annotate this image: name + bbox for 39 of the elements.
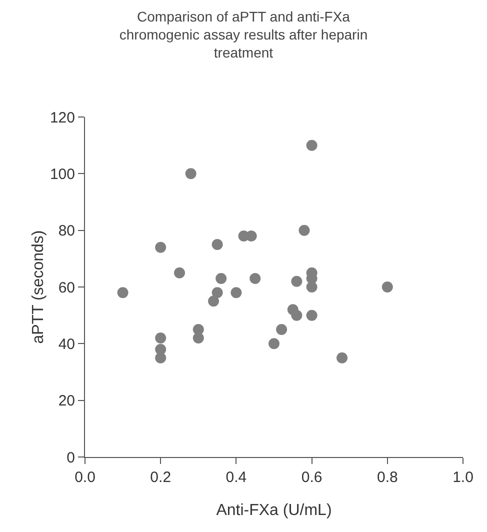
point [306,282,318,292]
point [185,168,196,180]
x-axis-title: Anti-FXa (U/mL) [216,502,332,519]
y-tick-label: 20 [58,392,75,410]
point [216,273,227,284]
x-tick-label: 0.8 [376,469,398,486]
chart-title: Comparison of aPTT and anti-FXa chromogenic assay results after heparin treatment [119,8,368,61]
point [208,296,220,307]
point [298,224,310,236]
point [306,140,318,151]
point [291,276,302,287]
y-tick-label: 120 [50,109,75,126]
y-tick-label: 100 [50,166,75,183]
x-tick-label: 0.0 [74,469,96,486]
x-tick-label: 0.4 [226,469,247,486]
y-tick-label: 40 [58,336,75,353]
point [155,242,166,253]
point [192,332,204,344]
point [276,324,288,335]
x-tick-label: 1.0 [452,469,474,486]
y-axis-title: aPTT (seconds) [30,230,47,344]
y-tick-label: 0 [66,449,75,466]
point [250,273,261,284]
point [212,287,223,298]
point [117,287,128,298]
point [174,267,185,278]
x-tick-label: 0.2 [150,469,172,486]
point [306,310,318,321]
point [155,332,166,344]
point [336,352,348,364]
point [230,287,242,298]
point [291,310,302,321]
x-tick-label: 0.6 [301,469,322,486]
y-tick-label: 60 [58,279,75,296]
point [382,282,393,292]
point [155,352,166,364]
y-tick-label: 80 [58,222,75,240]
point [212,239,223,250]
point [268,338,280,350]
